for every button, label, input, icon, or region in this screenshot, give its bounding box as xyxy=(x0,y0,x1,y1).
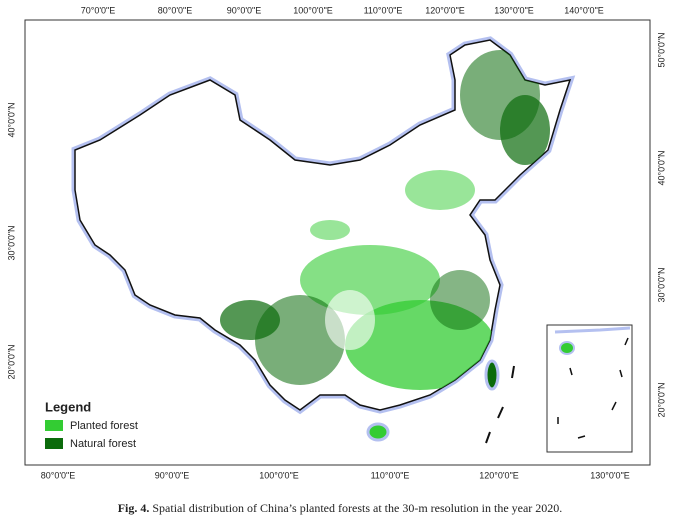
graticule-label: 120°0'0"E xyxy=(425,5,465,15)
caption-label: Fig. 4. xyxy=(118,501,150,515)
island xyxy=(366,422,390,442)
graticule-label: 130°0'0"E xyxy=(494,5,534,15)
graticule-label: 100°0'0"E xyxy=(259,470,299,480)
graticule-label: 30°0'0"N xyxy=(6,225,16,260)
graticule-label: 110°0'0"E xyxy=(364,5,403,15)
legend-title: Legend xyxy=(45,399,91,414)
legend: Legend Planted forest Natural forest xyxy=(45,399,138,450)
legend-swatch xyxy=(45,438,63,449)
graticule-label: 80°0'0"E xyxy=(158,5,193,15)
graticule-label: 40°0'0"N xyxy=(656,150,666,185)
graticule-label: 100°0'0"E xyxy=(293,5,333,15)
graticule-label: 20°0'0"N xyxy=(656,382,666,417)
graticule-label: 140°0'0"E xyxy=(564,5,604,15)
graticule-label: 120°0'0"E xyxy=(479,470,519,480)
graticule-label: 40°0'0"N xyxy=(6,102,16,137)
graticule-label: 70°0'0"E xyxy=(81,5,116,15)
graticule-label: 110°0'0"E xyxy=(371,470,410,480)
legend-swatch xyxy=(45,420,63,431)
legend-label: Natural forest xyxy=(70,438,136,450)
graticule-label: 50°0'0"N xyxy=(656,32,666,67)
island xyxy=(484,359,500,391)
graticule-label: 80°0'0"E xyxy=(41,470,76,480)
boundary-dashes xyxy=(485,365,515,444)
graticule-label: 90°0'0"E xyxy=(155,470,190,480)
graticule-label: 20°0'0"N xyxy=(6,344,16,379)
forest-cover xyxy=(220,50,550,390)
graticule-labels: 70°0'0"E 80°0'0"E 90°0'0"E 100°0'0"E 110°0'0… xyxy=(6,5,666,480)
caption-text: Spatial distribution of China’s planted … xyxy=(152,501,562,515)
graticule-label: 30°0'0"N xyxy=(656,267,666,302)
graticule-label: 130°0'0"E xyxy=(590,470,630,480)
legend-label: Planted forest xyxy=(70,420,138,432)
inset-map xyxy=(546,324,633,453)
graticule-label: 90°0'0"E xyxy=(227,5,262,15)
caption: Fig. 4. Spatial distribution of China’s … xyxy=(118,501,563,515)
